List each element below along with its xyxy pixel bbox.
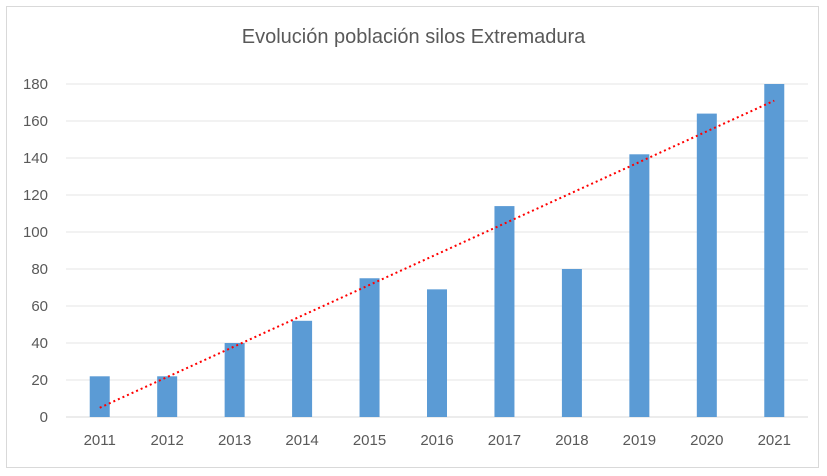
bar (561, 269, 582, 417)
chart-frame (6, 6, 819, 468)
x-tick-label: 2013 (218, 432, 251, 449)
bar (696, 113, 717, 417)
y-axis-ticks: 0 20 40 60 80 100 120 140 160 180 (23, 76, 48, 426)
bar (629, 154, 650, 418)
bar (89, 376, 110, 417)
y-tick-label: 80 (31, 261, 48, 278)
x-tick-label: 2021 (758, 432, 791, 449)
x-tick-label: 2011 (84, 432, 116, 449)
y-tick-label: 120 (23, 187, 48, 204)
bar (494, 206, 515, 417)
bars (89, 84, 785, 418)
x-tick-label: 2015 (353, 432, 386, 449)
bar (427, 289, 447, 417)
x-tick-label: 2017 (488, 432, 521, 449)
bar (764, 84, 785, 417)
y-tick-label: 20 (31, 372, 48, 389)
x-tick-label: 2019 (623, 432, 656, 449)
y-tick-label: 0 (40, 409, 48, 426)
x-tick-label: 2014 (285, 432, 318, 449)
bar (359, 278, 380, 417)
x-tick-label: 2018 (555, 432, 588, 449)
y-tick-label: 160 (23, 113, 48, 130)
x-tick-label: 2020 (690, 432, 723, 449)
bar (224, 343, 245, 417)
chart-title: Evolución población silos Extremadura (241, 26, 586, 48)
y-tick-label: 180 (23, 76, 48, 93)
bar (157, 376, 178, 417)
trendline-group (99, 99, 775, 409)
y-tick-label: 40 (31, 335, 48, 352)
x-tick-label: 2012 (150, 432, 183, 449)
trendline (99, 99, 775, 409)
bar (292, 320, 313, 417)
y-tick-label: 60 (31, 298, 48, 315)
x-tick-label: 2016 (420, 432, 453, 449)
y-tick-label: 100 (23, 224, 48, 241)
x-axis-ticks: 2011 2012 2013 2014 2015 2016 2017 2018 2019 2020… (84, 432, 791, 449)
y-tick-label: 140 (23, 150, 48, 167)
